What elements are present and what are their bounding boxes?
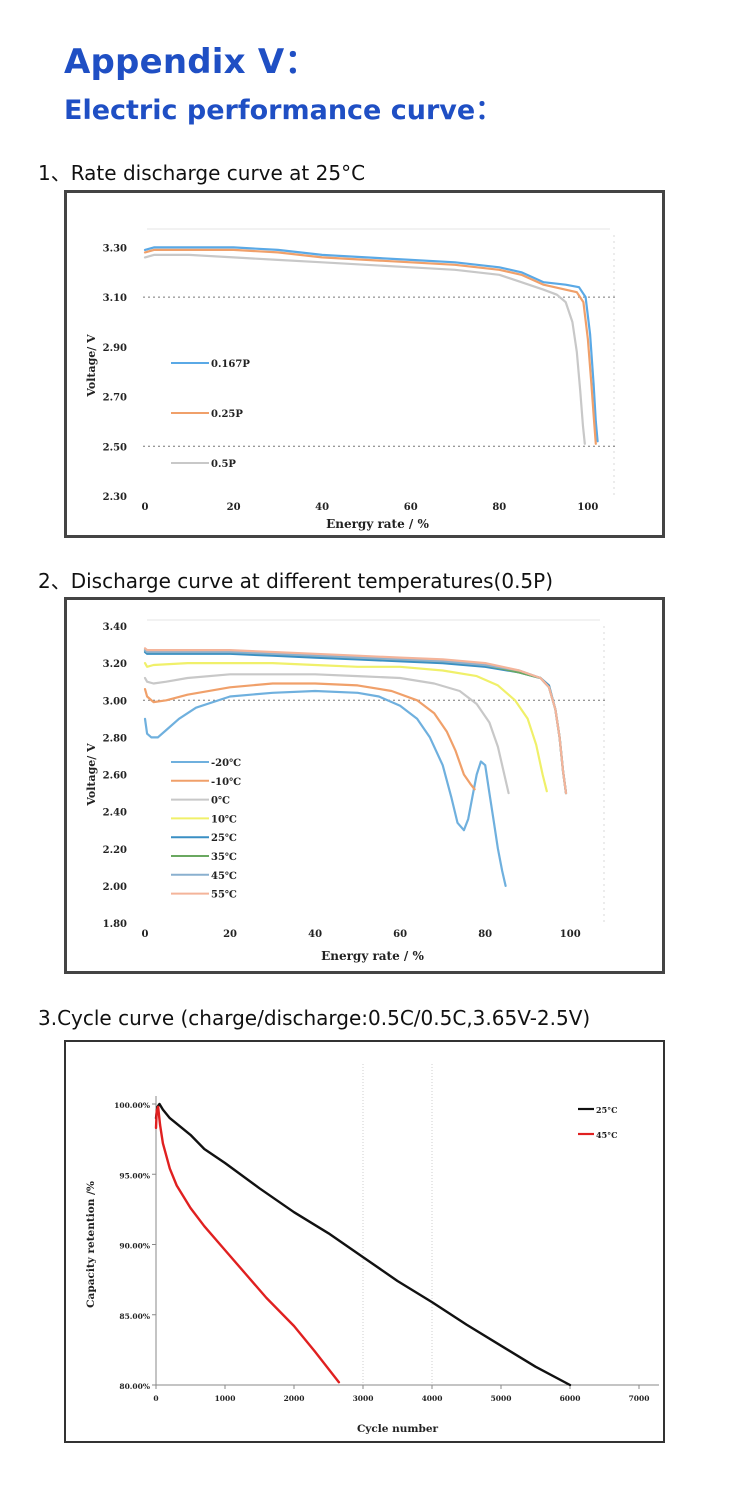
rate-discharge-chart: 2.30 2.50 2.70 2.90 3.10 3.30 0 20 40 60 80 100 Ener… xyxy=(85,228,618,531)
temperature-discharge-chart: 1.80 2.00 2.20 2.40 2.60 2.80 3.00 3.20 3.40 0 20 4… xyxy=(85,619,608,963)
x-tick-label-3: 60 xyxy=(393,929,407,940)
x-tick-label-5: 5000 xyxy=(491,1394,512,1403)
x-tick-label-0: 0 xyxy=(142,929,149,940)
y-tick-label-6: 3.00 xyxy=(103,696,127,707)
legend-label-0: 0.167P xyxy=(211,359,250,370)
legend-label-1: -10℃ xyxy=(211,777,241,788)
y-tick-label-5: 2.80 xyxy=(103,733,127,744)
series-line-0 xyxy=(154,1102,572,1387)
y-tick-label-2: 2.70 xyxy=(103,393,127,404)
x-tick-label-4: 4000 xyxy=(422,1394,443,1403)
legend-label-3: 10℃ xyxy=(211,814,237,825)
y-tick-label-4: 2.60 xyxy=(103,771,127,782)
legend-label-1: 0.25P xyxy=(211,409,243,420)
series-line-1 xyxy=(154,1105,341,1384)
x-tick-label-3: 60 xyxy=(404,502,418,513)
chart-frame-2: 1.80 2.00 2.20 2.40 2.60 2.80 3.00 3.20 3.40 0 20 4… xyxy=(64,597,665,974)
section-heading-3: 3.Cycle curve (charge/discharge:0.5C/0.5… xyxy=(38,1006,591,1030)
series-line-7 xyxy=(143,647,568,795)
x-tick-label-3: 3000 xyxy=(353,1394,374,1403)
cycle-curve-chart: 80.00% 85.00% 90.00% 95.00% 100.00% 0 1000 2000… xyxy=(85,1064,659,1435)
legend-label-4: 25℃ xyxy=(211,833,237,844)
x-tick-label-5: 100 xyxy=(560,929,581,940)
x-tick-label-2: 40 xyxy=(315,502,329,513)
y-tick-label-3: 2.40 xyxy=(103,808,127,819)
legend-label-2: 0℃ xyxy=(211,796,230,807)
chart-frame-1: 2.30 2.50 2.70 2.90 3.10 3.30 0 20 40 60 80 100 Ener… xyxy=(64,190,665,538)
x-tick-label-1: 20 xyxy=(227,502,241,513)
x-axis-label: Energy rate / % xyxy=(321,949,424,963)
series-line-3 xyxy=(143,661,548,793)
x-tick-label-4: 80 xyxy=(492,502,506,513)
y-tick-label-1: 2.00 xyxy=(103,882,127,893)
legend-label-5: 35℃ xyxy=(211,852,237,863)
y-tick-label-3: 95.00% xyxy=(119,1171,150,1180)
legend-label-7: 55℃ xyxy=(211,890,237,901)
section-heading-2: 2、Discharge curve at different temperatu… xyxy=(38,569,554,593)
x-axis-label: Energy rate / % xyxy=(326,517,429,531)
x-tick-label-1: 20 xyxy=(223,929,237,940)
y-axis-label: Capacity retention /% xyxy=(85,1181,97,1308)
y-tick-label-0: 1.80 xyxy=(103,919,127,930)
y-axis-label: Voltage/ V xyxy=(85,743,98,807)
chart-frame-3: 80.00% 85.00% 90.00% 95.00% 100.00% 0 1000 2000… xyxy=(64,1040,665,1443)
x-tick-label-1: 1000 xyxy=(215,1394,236,1403)
legend-label-1: 45°C xyxy=(596,1130,618,1140)
y-tick-label-0: 2.30 xyxy=(103,492,127,503)
legend-label-0: -20℃ xyxy=(211,758,241,769)
x-tick-label-0: 0 xyxy=(142,502,149,513)
y-tick-label-1: 85.00% xyxy=(119,1312,150,1321)
y-tick-label-1: 2.50 xyxy=(103,442,127,453)
series-line-1 xyxy=(143,682,476,791)
x-tick-label-7: 7000 xyxy=(629,1394,650,1403)
y-axis-label: Voltage/ V xyxy=(85,334,98,398)
x-tick-label-4: 80 xyxy=(478,929,492,940)
page-title: Appendix V： xyxy=(64,42,319,82)
series-line-0 xyxy=(143,246,599,443)
x-tick-label-5: 100 xyxy=(577,502,598,513)
x-axis-label: Cycle number xyxy=(357,1423,439,1435)
legend-label-6: 45℃ xyxy=(211,871,237,882)
page-subtitle: Electric performance curve： xyxy=(64,95,503,126)
y-tick-label-8: 3.40 xyxy=(103,622,127,633)
y-tick-label-7: 3.20 xyxy=(103,659,127,670)
series-line-1 xyxy=(143,248,597,445)
y-tick-label-2: 90.00% xyxy=(119,1242,150,1251)
y-tick-label-4: 100.00% xyxy=(114,1101,150,1110)
legend-label-2: 0.5P xyxy=(211,459,236,470)
y-tick-label-2: 2.20 xyxy=(103,845,127,856)
x-tick-label-6: 6000 xyxy=(560,1394,581,1403)
y-tick-label-5: 3.30 xyxy=(103,243,127,254)
x-tick-label-2: 40 xyxy=(308,929,322,940)
series-line-0 xyxy=(143,689,507,887)
x-tick-label-2: 2000 xyxy=(284,1394,305,1403)
x-tick-label-0: 0 xyxy=(153,1394,158,1403)
section-heading-1: 1、Rate discharge curve at 25°C xyxy=(38,161,366,185)
series-line-2 xyxy=(143,253,586,445)
y-tick-label-0: 80.00% xyxy=(119,1382,150,1391)
y-tick-label-3: 2.90 xyxy=(103,343,127,354)
legend-label-0: 25°C xyxy=(596,1105,618,1115)
y-tick-label-4: 3.10 xyxy=(103,293,127,304)
series-line-2 xyxy=(143,673,510,795)
